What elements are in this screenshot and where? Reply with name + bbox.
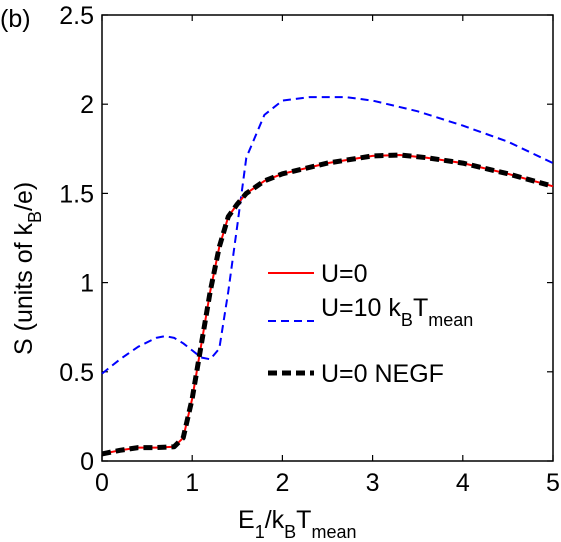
x-tick-label: 5 — [546, 469, 560, 497]
series-line-u-10-kbtmean — [101, 96, 554, 375]
y-axis-label: S (units of kB/e) — [10, 182, 45, 355]
legend: U=0 U=10 kBTmean U=0 NEGF — [268, 260, 473, 388]
x-tick-label: 3 — [366, 469, 380, 497]
x-tick-label: 0 — [95, 469, 109, 497]
y-axis-ticks: 0 0.5 1 1.5 2 2.5 — [59, 2, 553, 476]
y-tick-label: 1 — [80, 270, 94, 298]
series-line-u-0-negf — [101, 152, 554, 457]
x-tick-label: 4 — [456, 469, 470, 497]
x-tick-label: 2 — [275, 469, 289, 497]
x-axis-label: E1/kBTmean — [238, 506, 356, 542]
plot-frame — [101, 14, 554, 462]
legend-label-u10: U=10 kBTmean — [321, 294, 473, 330]
y-tick-label: 0.5 — [59, 359, 94, 387]
legend-label-negf: U=0 NEGF — [321, 360, 444, 388]
y-tick-label: 2 — [80, 91, 94, 119]
x-tick-label: 1 — [185, 469, 199, 497]
legend-label-u0: U=0 — [321, 260, 368, 288]
y-tick-label: 1.5 — [59, 180, 94, 208]
panel-label: (b) — [0, 5, 31, 33]
series-layer — [101, 96, 554, 457]
y-tick-label: 2.5 — [59, 2, 94, 30]
y-tick-label: 0 — [80, 448, 94, 476]
x-axis-ticks: 0 1 2 3 4 5 — [95, 15, 560, 497]
plot-area — [101, 14, 554, 462]
